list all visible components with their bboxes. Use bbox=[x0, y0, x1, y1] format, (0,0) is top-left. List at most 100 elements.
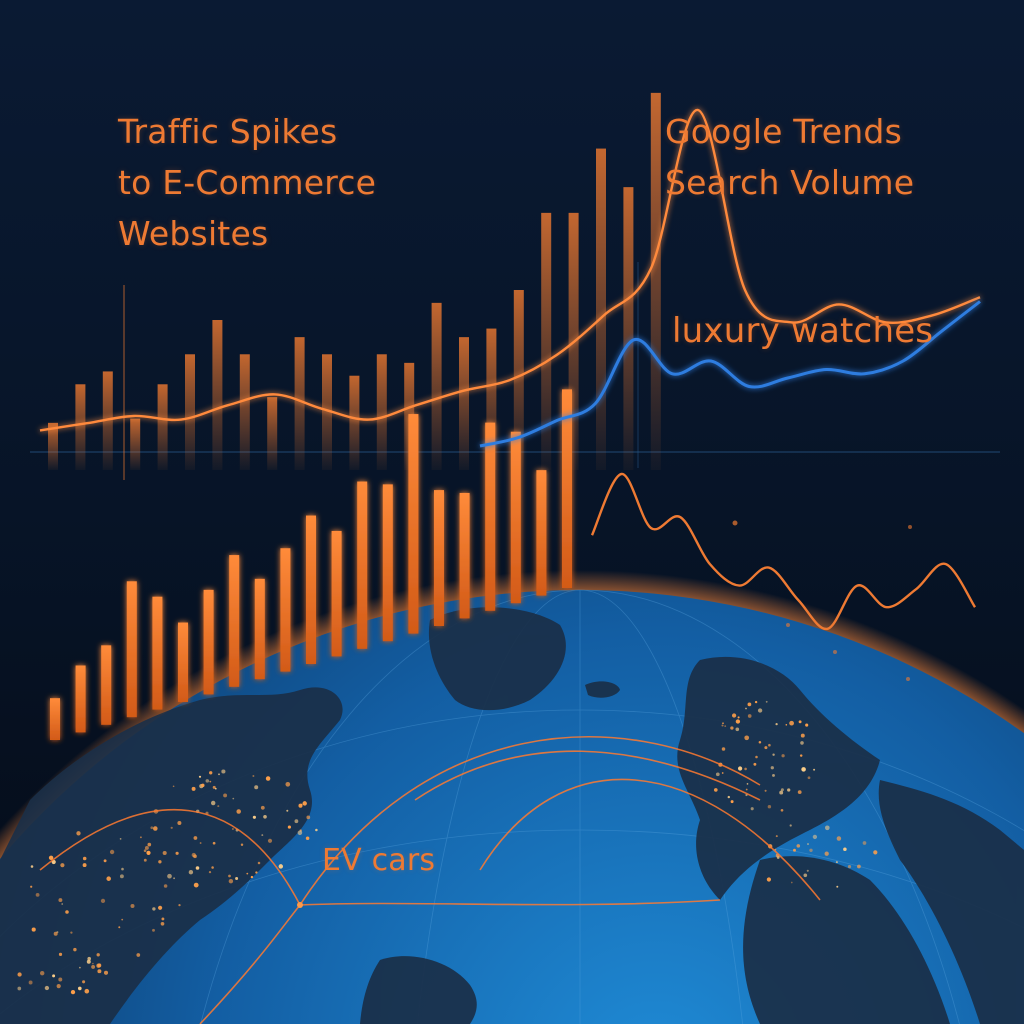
city-light-138 bbox=[775, 722, 778, 726]
traffic-lower-bar-20 bbox=[536, 470, 547, 596]
city-light-12 bbox=[257, 861, 261, 865]
title-google-trends: Google Trends Search Volume bbox=[665, 106, 965, 208]
city-light-95 bbox=[119, 838, 122, 840]
city-light-110 bbox=[79, 966, 81, 969]
globe-gridlines bbox=[0, 589, 1024, 1024]
city-light-155 bbox=[753, 762, 757, 766]
traffic-lower-bar-19 bbox=[510, 431, 521, 604]
north-america bbox=[0, 687, 343, 1024]
city-light-79 bbox=[61, 903, 64, 905]
city-light-102 bbox=[118, 926, 121, 929]
city-light-184 bbox=[824, 851, 829, 856]
title-trends-line-1: Google Trends bbox=[665, 112, 902, 151]
traffic-lower-bar-6 bbox=[178, 622, 188, 702]
label-luxury-watches: luxury watches bbox=[672, 311, 934, 351]
city-light-88 bbox=[178, 903, 181, 907]
city-light-183 bbox=[857, 864, 861, 869]
traffic-lower-bar-4 bbox=[126, 581, 137, 718]
city-light-210 bbox=[91, 964, 96, 969]
city-light-170 bbox=[731, 713, 737, 718]
traffic-upper-bar-7 bbox=[212, 320, 223, 470]
city-light-49 bbox=[240, 843, 244, 846]
city-light-112 bbox=[30, 885, 33, 888]
traffic-upper-bar-4 bbox=[130, 418, 141, 470]
city-light-68 bbox=[209, 771, 213, 775]
city-light-9 bbox=[218, 773, 220, 776]
city-light-158 bbox=[744, 735, 750, 741]
city-light-104 bbox=[121, 918, 124, 921]
traffic-lower-bar-17 bbox=[459, 492, 470, 619]
traffic-upper-bar-12 bbox=[349, 375, 360, 470]
city-light-116 bbox=[767, 804, 772, 809]
city-light-191 bbox=[793, 848, 796, 852]
traffic-upper-bar-22 bbox=[623, 187, 634, 470]
city-light-73 bbox=[106, 876, 111, 881]
continents bbox=[0, 607, 1024, 1024]
city-light-168 bbox=[713, 788, 718, 792]
city-light-163 bbox=[772, 753, 775, 756]
city-light-139 bbox=[737, 766, 743, 771]
title-trends-line-2: Search Volume bbox=[665, 163, 915, 202]
city-light-38 bbox=[150, 826, 154, 830]
city-light-188 bbox=[796, 844, 801, 848]
city-light-140 bbox=[747, 702, 752, 707]
city-light-171 bbox=[790, 881, 793, 884]
city-light-69 bbox=[205, 779, 210, 783]
city-light-54 bbox=[175, 851, 179, 855]
title-traffic-line-3: Websites bbox=[118, 214, 269, 253]
city-light-26 bbox=[294, 819, 299, 824]
traffic-lower-bar-15 bbox=[408, 414, 419, 634]
connection-arcs bbox=[39, 736, 821, 1024]
city-light-204 bbox=[58, 977, 63, 982]
city-light-202 bbox=[44, 985, 50, 991]
city-light-136 bbox=[780, 808, 784, 812]
city-light-31 bbox=[228, 878, 234, 884]
city-light-127 bbox=[722, 722, 724, 725]
city-light-157 bbox=[772, 773, 775, 777]
city-light-131 bbox=[758, 740, 762, 744]
city-light-133 bbox=[721, 724, 724, 727]
traffic-lower-bar-1 bbox=[50, 698, 60, 740]
city-light-128 bbox=[765, 700, 768, 703]
city-light-87 bbox=[103, 859, 107, 863]
city-light-11 bbox=[193, 854, 197, 859]
city-light-213 bbox=[103, 970, 109, 975]
city-light-182 bbox=[789, 824, 792, 827]
city-light-206 bbox=[52, 974, 56, 978]
city-light-74 bbox=[31, 927, 36, 932]
city-light-100 bbox=[96, 953, 100, 957]
city-light-145 bbox=[721, 747, 726, 751]
city-light-75 bbox=[119, 874, 124, 879]
city-light-53 bbox=[306, 815, 311, 820]
city-light-165 bbox=[781, 754, 785, 758]
city-light-52 bbox=[298, 803, 303, 808]
city-light-129 bbox=[799, 754, 803, 757]
city-light-187 bbox=[843, 847, 847, 852]
city-light-40 bbox=[235, 877, 239, 880]
city-light-34 bbox=[193, 882, 199, 888]
city-light-63 bbox=[188, 870, 194, 875]
city-light-20 bbox=[302, 801, 307, 806]
traffic-lower-bar-9 bbox=[254, 578, 265, 680]
city-light-55 bbox=[191, 786, 196, 791]
city-light-161 bbox=[724, 725, 727, 727]
city-light-81 bbox=[82, 856, 87, 861]
decorative-dots bbox=[732, 520, 912, 681]
city-light-101 bbox=[73, 947, 77, 952]
city-light-199 bbox=[97, 963, 102, 968]
city-light-85 bbox=[70, 931, 73, 934]
city-light-47 bbox=[267, 838, 273, 843]
traffic-lower-bar-21 bbox=[562, 389, 572, 588]
traffic-lower-bar-12 bbox=[331, 530, 342, 657]
city-light-147 bbox=[754, 700, 758, 704]
traffic-lower-bar-8 bbox=[229, 555, 240, 687]
traffic-upper-bar-18 bbox=[513, 290, 524, 470]
city-light-83 bbox=[160, 921, 165, 926]
traffic-lower-bar-7 bbox=[203, 589, 214, 695]
city-light-212 bbox=[28, 980, 33, 985]
traffic-upper-bar-21 bbox=[596, 148, 606, 471]
city-light-76 bbox=[173, 877, 175, 880]
city-light-205 bbox=[82, 980, 86, 984]
